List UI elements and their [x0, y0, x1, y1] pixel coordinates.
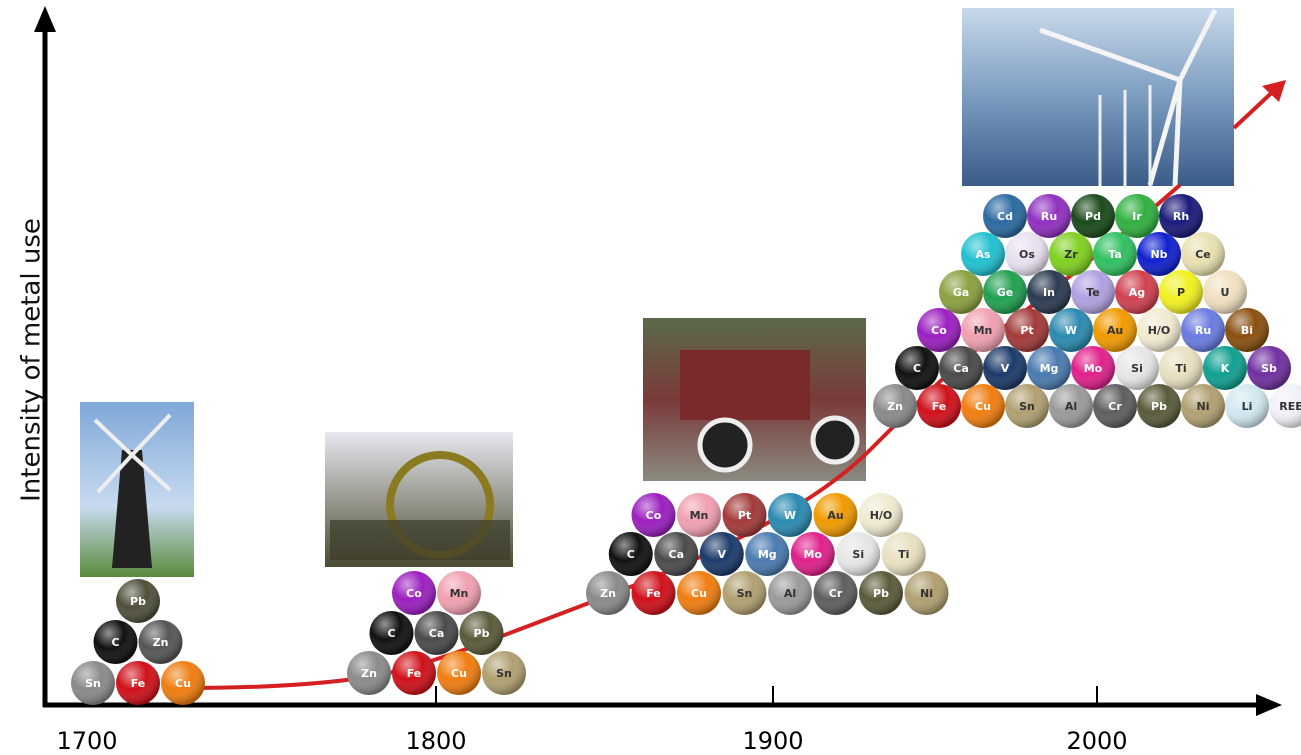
- element-symbol: Ge: [997, 286, 1014, 299]
- element-symbol: Mn: [974, 324, 993, 337]
- x-tick-label: 2000: [1066, 727, 1127, 755]
- element-symbol: U: [1221, 286, 1230, 299]
- element-symbol: Ir: [1132, 210, 1142, 223]
- element-symbol: Pt: [738, 509, 751, 522]
- element-symbol: Ru: [1195, 324, 1211, 337]
- element-symbol: Pb: [873, 587, 889, 600]
- element-symbol: Co: [406, 587, 422, 600]
- element-symbol: Ti: [1175, 362, 1186, 375]
- element-symbol: Fe: [646, 587, 661, 600]
- element-symbol: Pb: [1151, 400, 1167, 413]
- element-symbol: Fe: [131, 677, 146, 690]
- element-symbol: Mn: [450, 587, 469, 600]
- element-symbol: Ca: [669, 548, 685, 561]
- element-symbol: Sn: [1019, 400, 1035, 413]
- element-symbol: REE: [1279, 400, 1301, 413]
- element-symbol: Pt: [1020, 324, 1033, 337]
- element-symbol: Si: [1131, 362, 1143, 375]
- y-axis-label: Intensity of metal use: [17, 218, 47, 502]
- element-symbol: Ta: [1108, 248, 1122, 261]
- element-symbol: Ca: [953, 362, 969, 375]
- element-symbol: H/O: [870, 509, 893, 522]
- element-symbol: Ti: [898, 548, 909, 561]
- element-symbol: Nb: [1150, 248, 1167, 261]
- x-tick-label: 1900: [742, 727, 803, 755]
- element-symbol: K: [1221, 362, 1230, 375]
- element-symbol: Ca: [429, 627, 445, 640]
- element-symbol: V: [717, 548, 726, 561]
- element-symbol: Zn: [887, 400, 903, 413]
- element-symbol: Os: [1019, 248, 1035, 261]
- element-symbol: Cu: [451, 667, 467, 680]
- element-symbol: Sn: [496, 667, 512, 680]
- element-symbol: Mo: [803, 548, 822, 561]
- car-photo: [643, 318, 866, 481]
- element-symbol: Rh: [1173, 210, 1189, 223]
- element-symbol: Pd: [1085, 210, 1101, 223]
- wind-turbine-photo: [962, 8, 1234, 186]
- element-symbol: Cr: [829, 587, 843, 600]
- y-axis-arrow: [34, 6, 56, 32]
- element-symbol: Au: [827, 509, 843, 522]
- element-symbol: Mg: [1040, 362, 1059, 375]
- element-symbol: As: [975, 248, 991, 261]
- element-symbol: P: [1177, 286, 1185, 299]
- element-symbol: Ce: [1195, 248, 1211, 261]
- element-symbol: Cr: [1108, 400, 1122, 413]
- element-symbol: Bi: [1241, 324, 1253, 337]
- element-symbol: Pb: [130, 595, 146, 608]
- element-symbol: Cd: [997, 210, 1013, 223]
- element-symbol: Sn: [737, 587, 753, 600]
- x-tick-label: 1700: [56, 727, 117, 755]
- element-symbol: Ni: [920, 587, 933, 600]
- element-symbol: Mo: [1084, 362, 1103, 375]
- element-symbol: W: [784, 509, 796, 522]
- element-symbol: Al: [784, 587, 796, 600]
- element-symbol: Pb: [474, 627, 490, 640]
- element-symbol: C: [387, 627, 395, 640]
- diagram: Intensity of metal use 1700 1800 1900 20…: [0, 0, 1301, 755]
- page: Intensity of metal use 1700 1800 1900 20…: [0, 0, 1301, 755]
- element-symbol: C: [627, 548, 635, 561]
- element-symbol: Co: [931, 324, 947, 337]
- element-symbol: Ga: [953, 286, 969, 299]
- element-symbol: C: [111, 636, 119, 649]
- element-symbol: Zr: [1064, 248, 1078, 261]
- element-symbol: Co: [646, 509, 662, 522]
- engine-photo: [325, 432, 513, 567]
- windmill-photo: [80, 402, 194, 577]
- element-symbol: Cu: [175, 677, 191, 690]
- element-symbol: Zn: [361, 667, 377, 680]
- x-tick-label: 1800: [405, 727, 466, 755]
- element-symbol: Ni: [1197, 400, 1210, 413]
- element-symbol: Ru: [1041, 210, 1057, 223]
- element-symbol: Zn: [600, 587, 616, 600]
- element-symbol: V: [1001, 362, 1010, 375]
- element-symbol: Si: [852, 548, 864, 561]
- element-symbol: Sn: [85, 677, 101, 690]
- element-symbol: Zn: [153, 636, 169, 649]
- element-symbol: In: [1043, 286, 1055, 299]
- element-symbol: W: [1065, 324, 1077, 337]
- element-symbol: Ag: [1129, 286, 1145, 299]
- x-axis-arrow: [1256, 694, 1282, 716]
- element-symbol: Mg: [758, 548, 777, 561]
- element-symbol: Sb: [1261, 362, 1277, 375]
- element-symbol: Fe: [407, 667, 422, 680]
- element-symbol: Au: [1107, 324, 1123, 337]
- element-symbol: Al: [1065, 400, 1077, 413]
- element-symbol: Li: [1242, 400, 1253, 413]
- element-symbol: Cu: [975, 400, 991, 413]
- element-symbol: Mn: [690, 509, 709, 522]
- element-symbol: Cu: [691, 587, 707, 600]
- element-symbol: Fe: [932, 400, 947, 413]
- element-symbol: H/O: [1148, 324, 1171, 337]
- element-symbol: C: [913, 362, 921, 375]
- element-symbol: Te: [1086, 286, 1100, 299]
